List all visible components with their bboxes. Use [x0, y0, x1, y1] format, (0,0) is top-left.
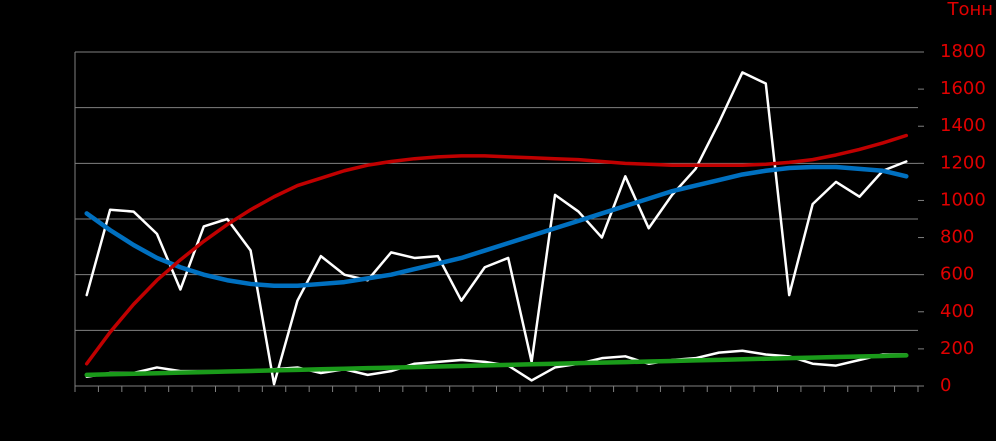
y-tick-label: 600: [940, 264, 974, 285]
y-tick-label: 1000: [940, 189, 986, 210]
series-line: [84, 164, 909, 289]
y-tick-label: 400: [940, 301, 974, 322]
y-tick-label: 200: [940, 338, 974, 359]
y-tick-label: 1200: [940, 152, 986, 173]
series-line: [84, 133, 909, 366]
series-line: [84, 353, 909, 378]
y-tick-label: 1800: [940, 41, 986, 62]
y-tick-label: 0: [940, 375, 951, 396]
y-axis-label: Тонн: [946, 0, 993, 20]
y-tick-label: 1400: [940, 115, 986, 136]
series-line: [85, 71, 908, 386]
y-tick-label: 800: [940, 227, 974, 248]
y-tick-label: 1600: [940, 78, 986, 99]
